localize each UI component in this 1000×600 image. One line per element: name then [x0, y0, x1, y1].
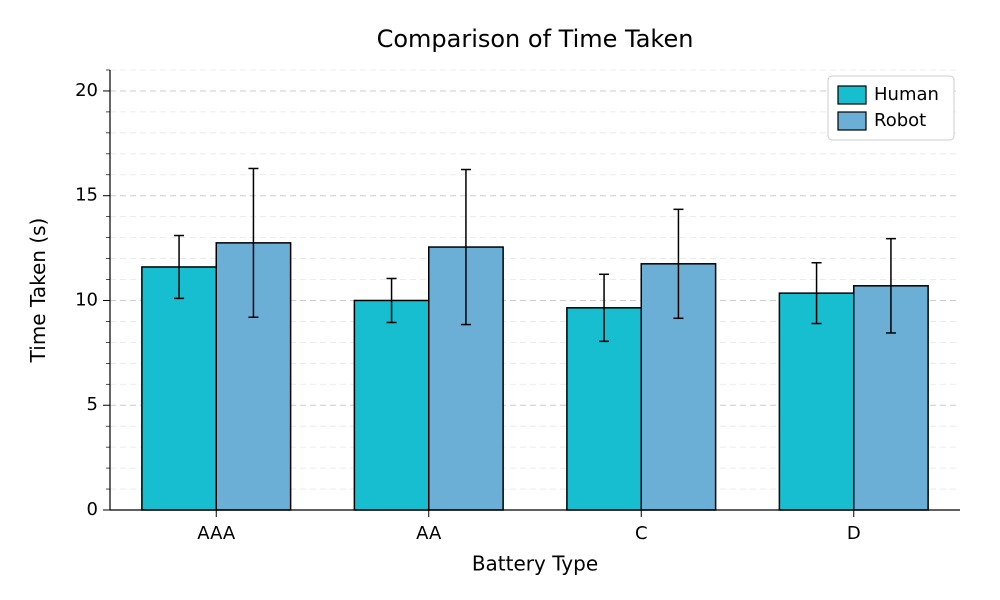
bar-human-AAA	[142, 267, 216, 510]
legend-label-human: Human	[874, 84, 939, 105]
legend-swatch-robot	[838, 112, 866, 130]
bar-human-AA	[354, 300, 428, 510]
bar-human-D	[779, 293, 853, 510]
x-axis-label: Battery Type	[472, 552, 598, 576]
ytick-label: 10	[75, 289, 98, 310]
legend-swatch-human	[838, 86, 866, 104]
ytick-label: 20	[75, 80, 98, 101]
ytick-label: 0	[87, 499, 98, 520]
legend: Human Robot	[828, 76, 954, 140]
xtick-label: AAA	[197, 523, 236, 544]
ytick-label: 5	[87, 394, 98, 415]
xtick-label: AA	[416, 523, 442, 544]
y-axis-label: Time Taken (s)	[26, 218, 50, 364]
chart-svg: 05101520AAAAACDBattery TypeTime Taken (s…	[0, 0, 1000, 600]
legend-label-robot: Robot	[874, 110, 926, 131]
xtick-label: D	[847, 523, 861, 544]
chart-title: Comparison of Time Taken	[377, 25, 694, 53]
bar-chart: 05101520AAAAACDBattery TypeTime Taken (s…	[0, 0, 1000, 600]
ytick-label: 15	[75, 185, 98, 206]
xtick-label: C	[635, 523, 648, 544]
